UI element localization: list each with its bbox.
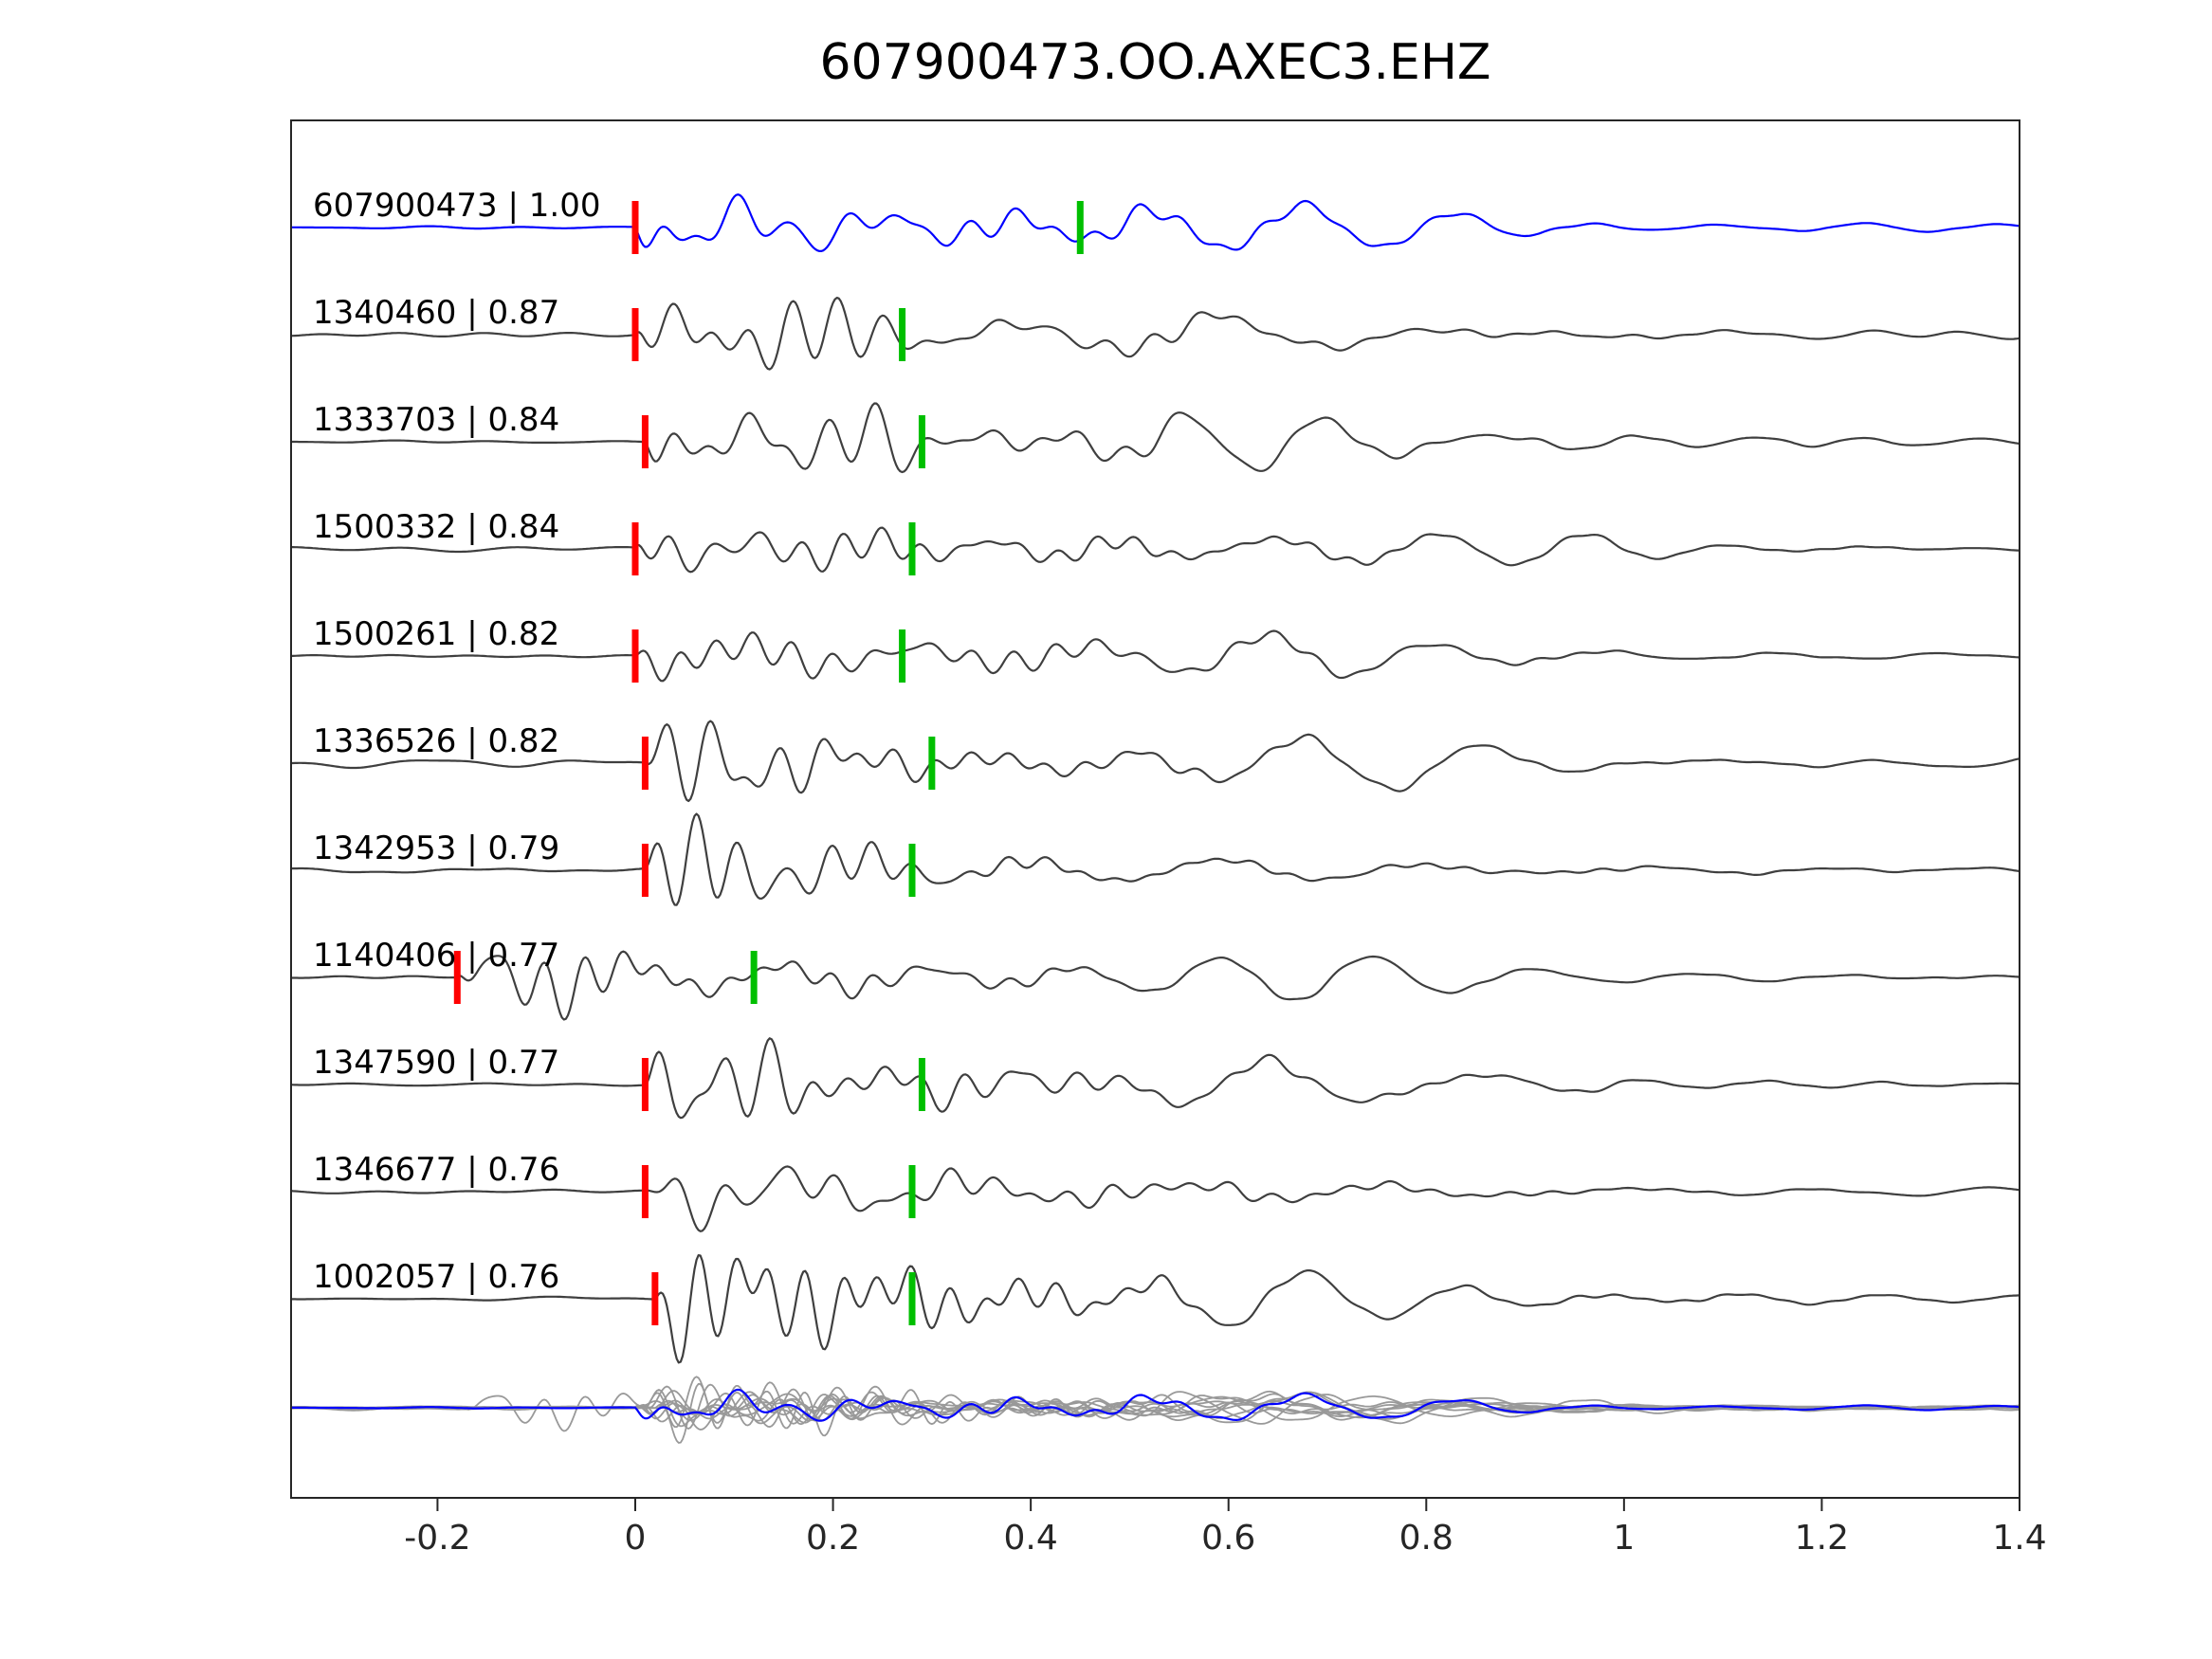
red-pick-marker (641, 1165, 649, 1218)
trace-line (289, 1037, 2020, 1120)
trace-line (289, 526, 2020, 574)
trace-label: 1346677 | 0.76 (313, 1151, 559, 1189)
trace-line (289, 297, 2020, 371)
overlay-trace-line (290, 1382, 2020, 1444)
red-pick-marker (453, 951, 461, 1004)
green-pick-marker (899, 629, 906, 683)
red-pick-marker (641, 415, 649, 468)
green-pick-marker (899, 308, 906, 361)
green-pick-marker (918, 415, 925, 468)
x-tick-label: 1 (1613, 1519, 1635, 1558)
trace-line (289, 720, 2020, 803)
x-tick-label: 0.6 (1201, 1519, 1255, 1558)
red-pick-marker (651, 1272, 659, 1325)
green-pick-marker (908, 844, 916, 897)
trace-line (289, 1253, 2020, 1364)
trace-label: 1500261 | 0.82 (313, 615, 559, 653)
green-pick-marker (1076, 201, 1084, 254)
trace-line (289, 812, 2020, 906)
green-pick-marker (908, 522, 916, 575)
red-pick-marker (641, 1058, 649, 1111)
red-pick-marker (631, 629, 639, 683)
x-tick-label: 1.2 (1795, 1519, 1849, 1558)
x-tick-label: 1.4 (1992, 1519, 2046, 1558)
trace-line (289, 629, 2020, 683)
x-tick-label: 0 (625, 1519, 647, 1558)
trace-label: 1002057 | 0.76 (313, 1258, 559, 1296)
green-pick-marker (908, 1272, 916, 1325)
trace-label: 607900473 | 1.00 (313, 187, 600, 225)
x-tick-label: -0.2 (404, 1519, 470, 1558)
red-pick-marker (631, 201, 639, 254)
trace-line (289, 193, 2020, 252)
green-pick-marker (918, 1058, 925, 1111)
trace-label: 1347590 | 0.77 (313, 1044, 559, 1082)
x-tick-label: 0.8 (1399, 1519, 1453, 1558)
trace-line (289, 950, 2020, 1021)
red-pick-marker (631, 308, 639, 361)
trace-label: 1340460 | 0.87 (313, 294, 559, 332)
trace-label: 1500332 | 0.84 (313, 508, 559, 546)
red-pick-marker (641, 737, 649, 790)
green-pick-marker (928, 737, 936, 790)
trace-label: 1333703 | 0.84 (313, 401, 559, 439)
trace-label: 1336526 | 0.82 (313, 722, 559, 760)
red-pick-marker (631, 522, 639, 575)
red-pick-marker (641, 844, 649, 897)
trace-line (289, 1165, 2020, 1232)
plot-border (290, 119, 2020, 1499)
trace-line (289, 402, 2020, 474)
overlay-reference-line (289, 1388, 2020, 1422)
x-tick-label: 0.2 (806, 1519, 860, 1558)
green-pick-marker (750, 951, 758, 1004)
trace-label: 1140406 | 0.77 (313, 937, 559, 975)
x-tick-label: 0.4 (1004, 1519, 1058, 1558)
figure-title: 607900473.OO.AXEC3.EHZ (819, 34, 1491, 91)
green-pick-marker (908, 1165, 916, 1218)
trace-label: 1342953 | 0.79 (313, 830, 559, 867)
